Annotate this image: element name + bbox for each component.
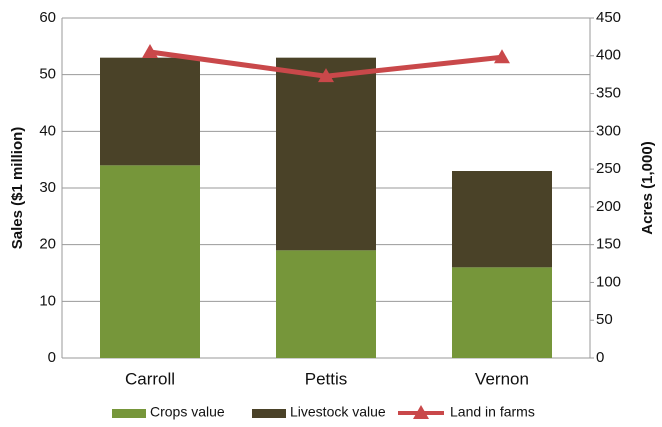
y2-tick-label: 100 [596,273,621,290]
y-tick-label: 0 [48,349,56,366]
y-tick-label: 60 [39,9,56,26]
bar [452,171,552,268]
y-tick-label: 20 [39,236,56,253]
line-marker [494,49,510,64]
y-tick-label: 10 [39,292,56,309]
y2-tick-label: 300 [596,122,621,139]
y-tick-label: 50 [39,66,56,83]
y-tick-label: 30 [39,179,56,196]
bar [276,250,376,358]
legend-label: Crops value [150,404,225,420]
y2-tick-label: 50 [596,311,613,328]
y-axis-label: Sales ($1 million) [9,127,26,250]
legend-swatch [112,409,146,418]
y2-tick-label: 450 [596,9,621,26]
bar [100,57,200,166]
x-tick-label: Carroll [125,369,175,388]
bar [100,165,200,358]
y2-tick-label: 350 [596,85,621,102]
y2-tick-label: 0 [596,349,604,366]
y2-axis-label: Acres (1,000) [639,141,656,234]
legend-label: Land in farms [450,404,535,420]
y2-tick-label: 250 [596,160,621,177]
x-tick-label: Vernon [475,369,529,388]
y2-tick-label: 200 [596,198,621,215]
y2-tick-label: 400 [596,47,621,64]
x-tick-label: Pettis [305,369,348,388]
y2-tick-label: 150 [596,236,621,253]
bar [276,57,376,251]
y-tick-label: 40 [39,122,56,139]
bar [452,267,552,358]
legend-label: Livestock value [290,404,386,420]
line-marker [318,68,334,83]
legend-swatch [252,409,286,418]
legend-marker [413,405,429,419]
line-marker [142,44,158,58]
